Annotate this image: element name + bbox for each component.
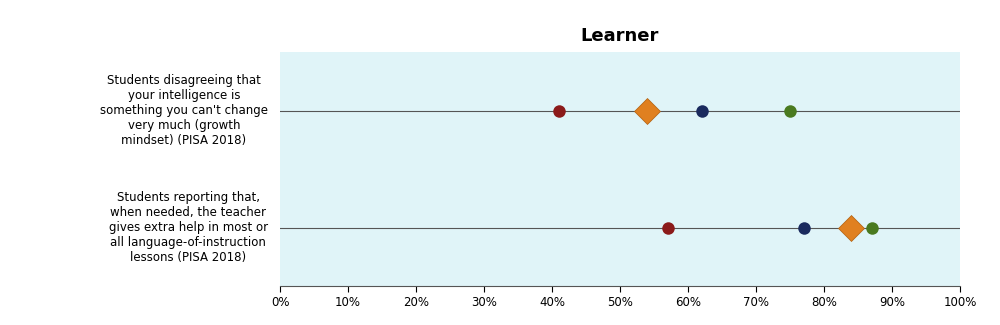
Text: Students disagreeing that
your intelligence is
something you can't change
very m: Students disagreeing that your intellige…: [100, 74, 268, 147]
Text: Students reporting that,
when needed, the teacher
gives extra help in most or
al: Students reporting that, when needed, th…: [109, 191, 268, 264]
Title: Learner: Learner: [581, 27, 659, 45]
